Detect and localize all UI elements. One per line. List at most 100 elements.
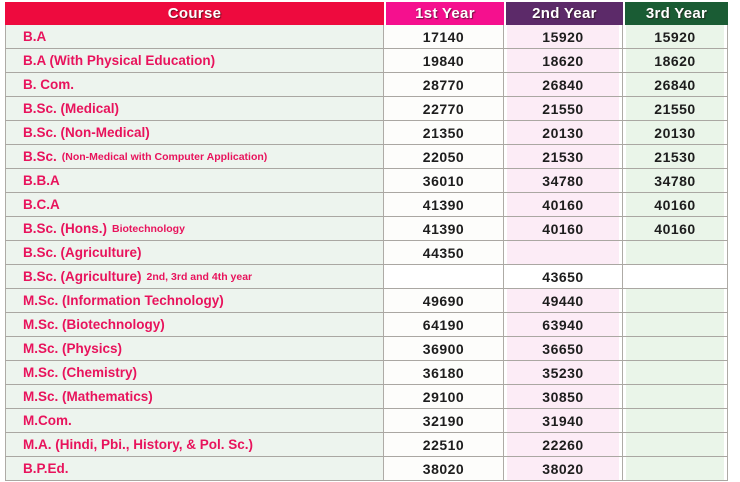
year1-fee-cell	[384, 265, 504, 288]
year3-fee-cell: 20130	[623, 121, 728, 144]
course-name: B.Sc. (Medical)	[23, 101, 120, 116]
year2-fee-cell: 38020	[504, 457, 623, 480]
course-subtext: Biotechnology	[112, 222, 185, 235]
year1-fee-cell: 32190	[384, 409, 504, 432]
year2-fee-cell: 43650	[504, 265, 623, 288]
year1-fee-cell: 36180	[384, 361, 504, 384]
year3-fee-cell: 21550	[623, 97, 728, 120]
table-row: B.Sc. (Non-Medical with Computer Applicat…	[5, 145, 728, 169]
year2-fee-cell: 40160	[504, 217, 623, 240]
course-cell: B.Sc. (Medical)	[5, 97, 384, 120]
course-name: B.A (With Physical Education)	[23, 53, 216, 68]
course-name: B.B.A	[23, 173, 60, 188]
year1-fee-cell: 22050	[384, 145, 504, 168]
course-name: M.A. (Hindi, Pbi., History, & Pol. Sc.)	[23, 437, 254, 452]
course-name: B. Com.	[23, 77, 75, 92]
year2-fee-cell: 18620	[504, 49, 623, 72]
table-row: M.Sc. (Biotechnology) 64190 63940	[5, 313, 728, 337]
year1-fee-cell: 38020	[384, 457, 504, 480]
table-row: B. Com. 28770 26840 26840	[5, 73, 728, 97]
course-name: M.Sc. (Mathematics)	[23, 389, 153, 404]
course-name: B.Sc. (Non-Medical)	[23, 125, 150, 140]
table-row: B.Sc. (Agriculture) 2nd, 3rd and 4th year…	[5, 265, 728, 289]
year3-fee-cell: 15920	[623, 25, 728, 48]
table-header-row: Course 1st Year 2nd Year 3rd Year	[5, 2, 728, 25]
course-cell: B.B.A	[5, 169, 384, 192]
year2-fee-cell	[504, 241, 623, 264]
year2-fee-cell: 21550	[504, 97, 623, 120]
course-name: B.C.A	[23, 197, 60, 212]
table-row: M.Sc. (Information Technology) 49690 494…	[5, 289, 728, 313]
year3-fee-cell	[623, 433, 728, 456]
year2-fee-cell: 30850	[504, 385, 623, 408]
year1-fee-cell: 36900	[384, 337, 504, 360]
year1-fee-cell: 21350	[384, 121, 504, 144]
year2-fee-cell: 31940	[504, 409, 623, 432]
table-row: M.Sc. (Physics) 36900 36650	[5, 337, 728, 361]
course-cell: M.Com.	[5, 409, 384, 432]
year2-fee-cell: 35230	[504, 361, 623, 384]
header-course: Course	[5, 2, 384, 25]
course-name: M.Sc. (Biotechnology)	[23, 317, 165, 332]
table-row: M.Com. 32190 31940	[5, 409, 728, 433]
table-row: B.P.Ed. 38020 38020	[5, 457, 728, 481]
table-row: B.B.A 36010 34780 34780	[5, 169, 728, 193]
course-cell: B.A (With Physical Education)	[5, 49, 384, 72]
year1-fee-cell: 49690	[384, 289, 504, 312]
year1-fee-cell: 64190	[384, 313, 504, 336]
course-cell: B.Sc. (Hons.) Biotechnology	[5, 217, 384, 240]
course-name: B.P.Ed.	[23, 461, 69, 476]
table-row: B.Sc. (Non-Medical) 21350 20130 20130	[5, 121, 728, 145]
course-cell: B.A	[5, 25, 384, 48]
year1-fee-cell: 41390	[384, 217, 504, 240]
course-cell: M.Sc. (Chemistry)	[5, 361, 384, 384]
header-year1: 1st Year	[384, 2, 504, 25]
table-row: B.Sc. (Agriculture) 44350	[5, 241, 728, 265]
course-cell: M.Sc. (Information Technology)	[5, 289, 384, 312]
year3-fee-cell	[623, 337, 728, 360]
table-row: M.Sc. (Chemistry) 36180 35230	[5, 361, 728, 385]
course-cell: B.Sc. (Agriculture) 2nd, 3rd and 4th year	[5, 265, 384, 288]
year1-fee-cell: 36010	[384, 169, 504, 192]
course-cell: B.P.Ed.	[5, 457, 384, 480]
course-cell: B.Sc. (Agriculture)	[5, 241, 384, 264]
course-cell: B.Sc. (Non-Medical with Computer Applicat…	[5, 145, 384, 168]
table-row: B.A 17140 15920 15920	[5, 25, 728, 49]
year1-fee-cell: 41390	[384, 193, 504, 216]
header-year2: 2nd Year	[504, 2, 623, 25]
course-name: M.Sc. (Physics)	[23, 341, 123, 356]
table-row: M.A. (Hindi, Pbi., History, & Pol. Sc.) …	[5, 433, 728, 457]
course-name: M.Sc. (Chemistry)	[23, 365, 138, 380]
year2-fee-cell: 34780	[504, 169, 623, 192]
year3-fee-cell: 26840	[623, 73, 728, 96]
year3-fee-cell: 40160	[623, 217, 728, 240]
course-cell: B.C.A	[5, 193, 384, 216]
course-name: M.Sc. (Information Technology)	[23, 293, 224, 308]
year2-fee-cell: 21530	[504, 145, 623, 168]
table-row: B.A (With Physical Education) 19840 1862…	[5, 49, 728, 73]
year1-fee-cell: 22770	[384, 97, 504, 120]
year1-fee-cell: 22510	[384, 433, 504, 456]
year3-fee-cell	[623, 241, 728, 264]
course-name: B.Sc.	[23, 149, 57, 164]
year2-fee-cell: 49440	[504, 289, 623, 312]
year3-fee-cell	[623, 289, 728, 312]
year3-fee-cell	[623, 361, 728, 384]
year1-fee-cell: 19840	[384, 49, 504, 72]
year3-fee-cell: 21530	[623, 145, 728, 168]
table-row: M.Sc. (Mathematics) 29100 30850	[5, 385, 728, 409]
course-cell: B. Com.	[5, 73, 384, 96]
course-cell: M.Sc. (Biotechnology)	[5, 313, 384, 336]
year2-fee-cell: 63940	[504, 313, 623, 336]
year3-fee-cell	[623, 457, 728, 480]
course-name: B.Sc. (Hons.)	[23, 221, 108, 236]
course-name: B.Sc. (Agriculture)	[23, 245, 142, 260]
course-name: B.A	[23, 29, 47, 44]
year3-fee-cell	[623, 409, 728, 432]
year2-fee-cell: 36650	[504, 337, 623, 360]
year1-fee-cell: 17140	[384, 25, 504, 48]
year2-fee-cell: 20130	[504, 121, 623, 144]
year2-fee-cell: 22260	[504, 433, 623, 456]
year2-fee-cell: 26840	[504, 73, 623, 96]
